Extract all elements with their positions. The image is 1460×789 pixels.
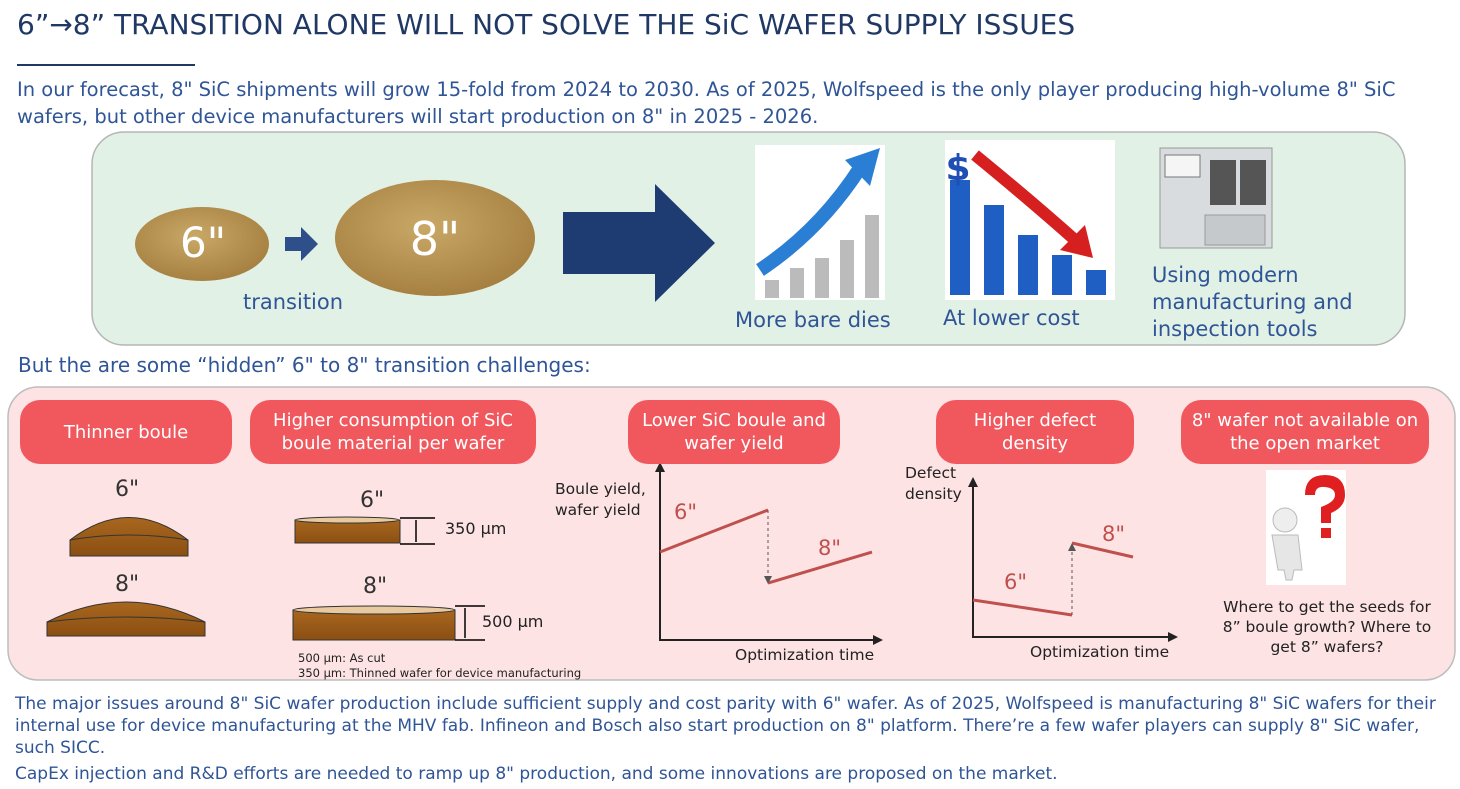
shape <box>659 465 880 641</box>
caption: Where to get the seeds for 8” boule grow… <box>1222 598 1432 656</box>
shape <box>1052 255 1072 295</box>
disc-8 <box>292 609 456 641</box>
challenge-title: Lower SiC boule and wafer yield <box>628 400 840 464</box>
size-label: 8" <box>115 572 140 597</box>
shape <box>950 180 970 295</box>
size-label: 6" <box>360 488 385 513</box>
wafer-6 <box>135 207 269 281</box>
shape <box>815 258 829 298</box>
size-label: 8" <box>363 574 388 599</box>
axis-label: Optimization time <box>1030 643 1170 661</box>
shape <box>756 164 866 276</box>
wafer-label: 6" <box>179 218 227 267</box>
shape <box>865 215 879 298</box>
boule-8 <box>46 601 206 637</box>
benefit: Using modern manufacturing and inspectio… <box>1152 263 1353 341</box>
small-arrow <box>285 227 318 261</box>
shape <box>1068 543 1076 551</box>
shape <box>1272 507 1298 533</box>
dimension-lines <box>400 517 485 641</box>
axis-label: Optimization time <box>735 646 875 664</box>
shape <box>659 508 873 585</box>
shape <box>69 534 189 541</box>
shape <box>1240 160 1266 205</box>
shape <box>1086 270 1106 295</box>
challenge-title: 8" wafer not available on the open marke… <box>1181 400 1429 464</box>
wafer-label: 8" <box>409 212 461 266</box>
challenge-title: Thinner boule <box>20 400 232 464</box>
transition-label: transition <box>243 290 344 314</box>
thickness-label: 350 µm <box>445 519 507 538</box>
note: 350 µm: Thinned wafer for device manufac… <box>298 666 582 680</box>
footer-paragraph: CapEx injection and R&D efforts are need… <box>15 764 1058 784</box>
challenge-title: Higher consumption of SiC boule material… <box>250 400 536 464</box>
dies-picture <box>755 145 885 300</box>
shape <box>790 268 804 298</box>
series-label: 6" <box>1004 570 1028 594</box>
cost-picture: $ <box>945 140 1115 300</box>
footer-paragraph: The major issues around 8" SiC wafer pro… <box>15 694 1436 758</box>
shape <box>1321 528 1331 538</box>
shape <box>971 150 1079 245</box>
shape <box>764 576 772 584</box>
shape <box>845 148 880 186</box>
shape <box>984 205 1004 295</box>
shape <box>46 616 206 623</box>
question-picture <box>1266 470 1346 585</box>
wafer-8 <box>335 180 535 296</box>
challenge-title: Higher defect density <box>936 400 1134 464</box>
challenges-heading: But the are some “hidden” 6" to 8" trans… <box>18 353 591 377</box>
shape <box>1305 475 1345 523</box>
benefit: More bare dies <box>735 308 891 332</box>
shape <box>840 240 854 298</box>
axis-label: Boule yield, wafer yield <box>555 480 646 519</box>
axis-label: Defect density <box>905 464 962 503</box>
shape <box>292 605 456 615</box>
dollar-sign: $ <box>945 148 970 189</box>
shape <box>972 541 1134 617</box>
note: 500 µm: As cut <box>298 651 386 665</box>
defect-diagram <box>968 477 1178 642</box>
shape <box>1018 235 1038 295</box>
shape <box>1060 225 1093 258</box>
series-label: 8" <box>1102 522 1126 546</box>
thickness-label: 500 µm <box>482 612 544 631</box>
benefit: At lower cost <box>943 306 1080 330</box>
series-label: 6" <box>674 500 698 524</box>
shape <box>1204 214 1266 246</box>
machine-picture <box>1159 147 1273 249</box>
yield-diagram <box>655 462 883 645</box>
shape <box>765 280 779 298</box>
title: 6”→8” TRANSITION ALONE WILL NOT SOLVE TH… <box>17 8 1076 41</box>
shape <box>294 516 400 524</box>
shape <box>972 480 1175 638</box>
intro: In our forecast, 8" SiC shipments will g… <box>17 78 1396 128</box>
size-label: 6" <box>115 477 140 502</box>
series-label: 8" <box>818 536 842 560</box>
shape <box>1210 160 1236 205</box>
shape <box>1164 154 1201 178</box>
shape <box>1271 534 1303 581</box>
big-arrow <box>563 184 715 302</box>
